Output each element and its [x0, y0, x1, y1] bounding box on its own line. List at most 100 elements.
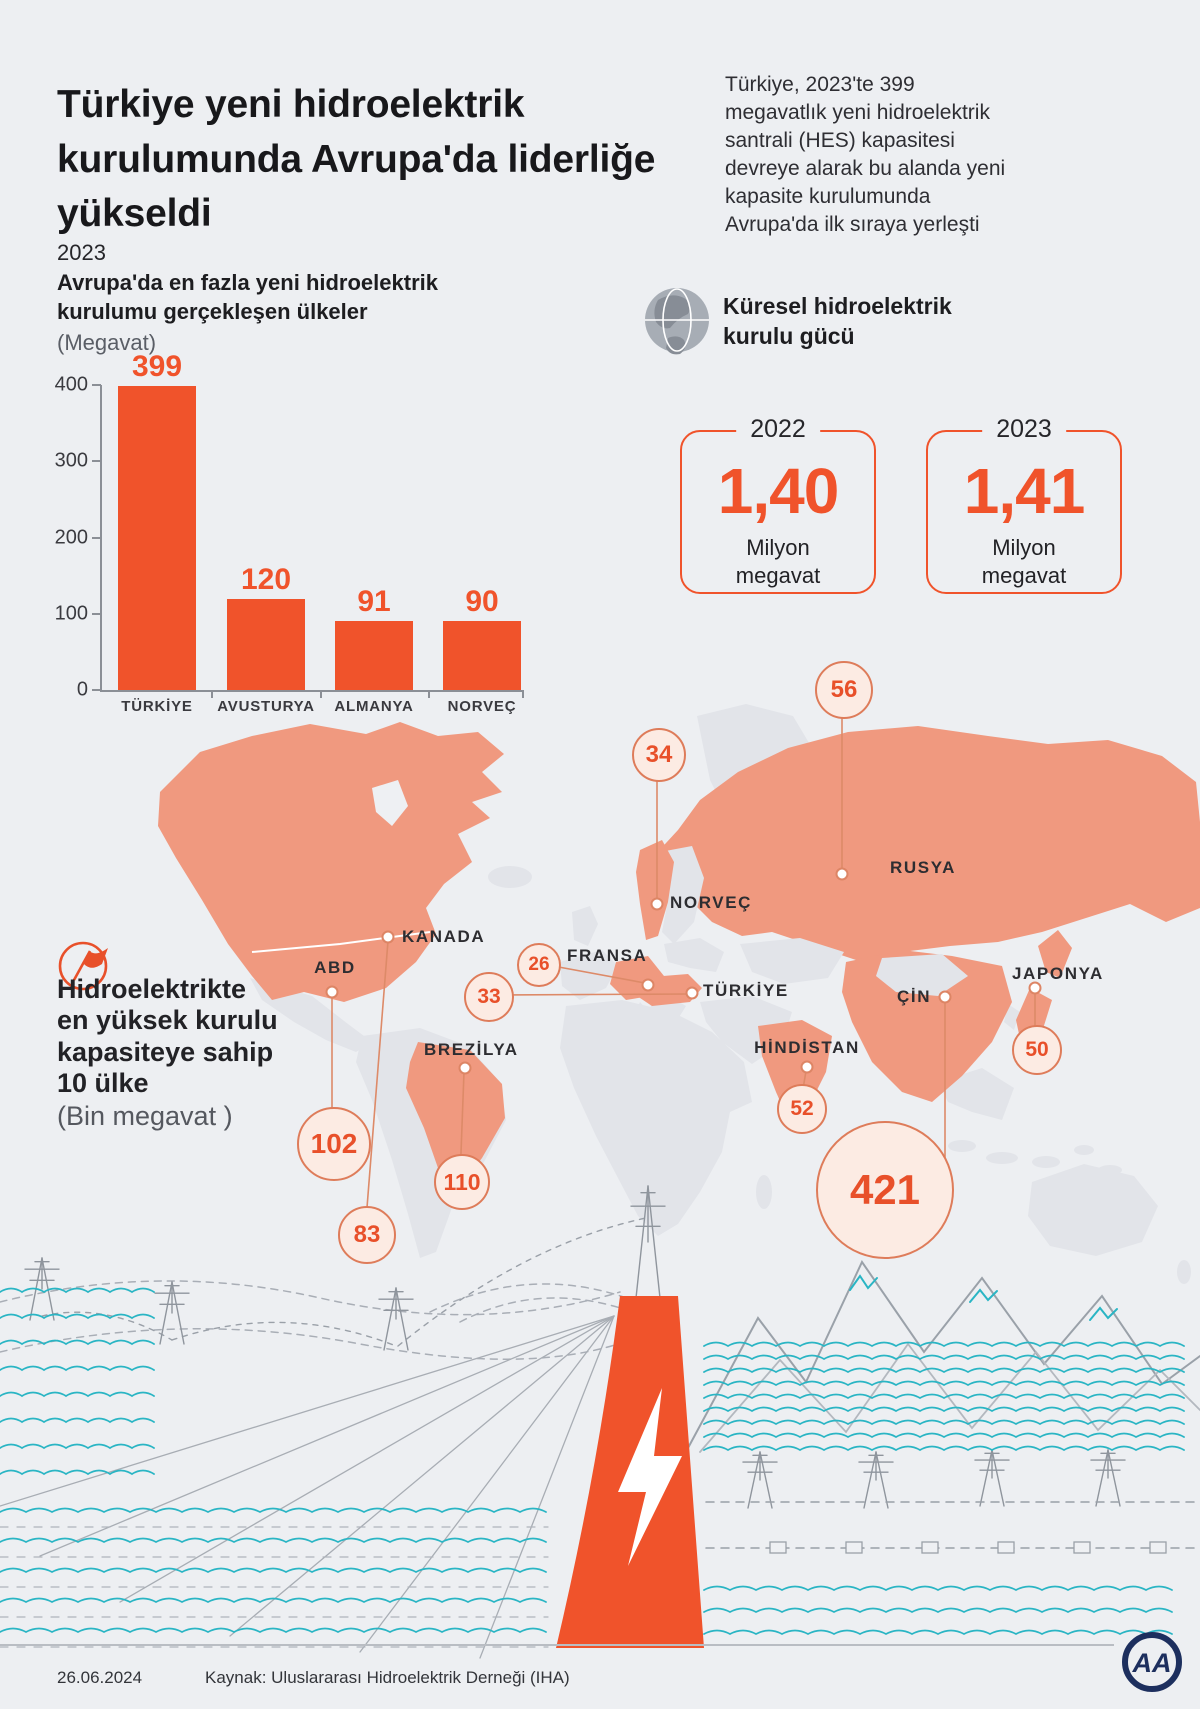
bar	[227, 598, 305, 690]
illustration-stroke	[119, 1315, 615, 1603]
dam-shape	[556, 1296, 704, 1648]
footer-divider	[0, 1644, 1114, 1646]
illustration-stroke	[0, 1507, 547, 1514]
stat-card-year: 2022	[736, 415, 820, 444]
illustration-stroke	[159, 1281, 185, 1345]
bar-value-label: 120	[240, 562, 292, 596]
value-bubble: 102	[297, 1107, 371, 1181]
illustration-stroke	[29, 1257, 55, 1321]
country-label: NORVEÇ	[670, 893, 753, 912]
y-tick-label: 300	[54, 449, 88, 472]
powerline-box	[997, 1541, 1015, 1554]
illustration-stroke	[974, 1452, 1010, 1471]
country-marker-dot	[685, 986, 699, 1000]
y-tick-mark	[92, 612, 101, 615]
illustration-stroke	[0, 1391, 155, 1398]
illustration-stroke	[154, 1285, 190, 1306]
illustration-stroke	[0, 1443, 155, 1450]
illustration-stroke	[0, 1627, 547, 1634]
y-tick-label: 200	[54, 526, 88, 548]
country-label: ÇİN	[897, 987, 932, 1006]
country-marker-dot	[325, 985, 339, 999]
country-label: HİNDİSTAN	[754, 1038, 860, 1057]
chart-subtitle: Avrupa'da en fazla yeni hidroelektrik ku…	[57, 270, 438, 325]
country-label: BREZİLYA	[424, 1040, 519, 1059]
country-marker-dot	[641, 978, 655, 992]
country-label: RUSYA	[890, 858, 956, 877]
illustration-stroke	[0, 1365, 155, 1372]
illustration-stroke	[378, 1291, 414, 1312]
stat-card-unit: Milyon megavat	[981, 535, 1067, 588]
value-bubble: 34	[632, 728, 686, 782]
powerline-box	[1073, 1541, 1091, 1554]
intro-text: Türkiye, 2023'te 399 megavatlık yeni hid…	[725, 73, 1006, 236]
country-label: JAPONYA	[1012, 964, 1104, 983]
world-map	[158, 704, 1200, 1284]
chart-year: 2023	[57, 240, 106, 265]
illustration-stroke	[0, 1313, 155, 1320]
country-label: ABD	[314, 958, 356, 977]
illustration-stroke	[0, 1339, 155, 1346]
y-tick-mark	[92, 384, 101, 386]
stat-card-value: 1,40	[717, 455, 840, 527]
illustration-stroke	[0, 1417, 155, 1424]
x-tick-mark	[522, 692, 524, 698]
x-tick-mark	[428, 692, 430, 698]
illustration-stroke	[703, 1393, 1185, 1400]
page-title: Türkiye yeni hidroelektrik kurulumunda A…	[57, 83, 656, 236]
country-marker-dot	[381, 930, 395, 944]
country-marker-dot	[1028, 981, 1042, 995]
y-tick-mark	[92, 689, 101, 691]
y-tick-label: 100	[54, 602, 88, 625]
x-axis	[100, 690, 524, 692]
stat-card-unit: Milyon megavat	[735, 535, 821, 588]
value-bubble: 83	[338, 1206, 396, 1264]
illustration-stroke	[0, 1537, 547, 1544]
bar	[335, 620, 413, 690]
illustration-stroke	[979, 1449, 1005, 1507]
illustration-stroke	[1090, 1452, 1126, 1471]
map-legend: Hidroelektrikte en yüksek kurulu kapasit…	[57, 938, 307, 1132]
transmission-tower-icon	[24, 1257, 60, 1321]
illustration-stroke	[703, 1367, 1185, 1374]
illustration-stroke	[0, 1567, 547, 1574]
callout-line	[486, 993, 690, 996]
transmission-tower-icon	[974, 1449, 1010, 1507]
bar-value-label: 91	[357, 584, 391, 618]
illustration-stroke	[703, 1354, 1185, 1361]
illustration-stroke	[703, 1419, 1185, 1426]
aa-agency-logo: AA	[1122, 1632, 1182, 1692]
illustration-stroke	[703, 1380, 1185, 1387]
country-marker-dot	[800, 1060, 814, 1074]
stat-card-2023: 2023 1,41 Milyon megavat	[926, 415, 1122, 594]
value-bubble: 26	[517, 943, 561, 987]
illustration-stroke	[0, 1469, 155, 1476]
illustration-stroke	[0, 1315, 615, 1507]
illustration-stroke	[703, 1406, 1185, 1413]
transmission-tower-icon	[858, 1451, 894, 1509]
transmission-tower-icon	[154, 1281, 190, 1345]
country-label: KANADA	[402, 927, 486, 946]
illustration-stroke	[635, 1185, 661, 1299]
country-marker-dot	[938, 990, 952, 1004]
illustration-stroke	[383, 1287, 409, 1351]
value-bubble: 56	[815, 661, 873, 719]
value-bubble: 421	[816, 1121, 954, 1259]
x-tick-mark	[320, 692, 322, 698]
y-tick-mark	[92, 536, 101, 539]
illustration-stroke	[229, 1315, 615, 1637]
value-bubble: 52	[777, 1084, 827, 1134]
illustration-stroke	[0, 1287, 155, 1294]
global-capacity-heading: Küresel hidroelektrik kurulu gücü	[723, 293, 952, 349]
y-tick-label: 400	[54, 373, 88, 396]
y-axis	[100, 385, 102, 691]
bar-category-label: ALMANYA	[334, 698, 414, 715]
illustration-stroke	[703, 1585, 1173, 1592]
map-legend-title: Hidroelektrikte en yüksek kurulu kapasit…	[57, 974, 278, 1098]
x-tick-mark	[211, 692, 213, 698]
stat-card-value: 1,41	[963, 455, 1086, 527]
